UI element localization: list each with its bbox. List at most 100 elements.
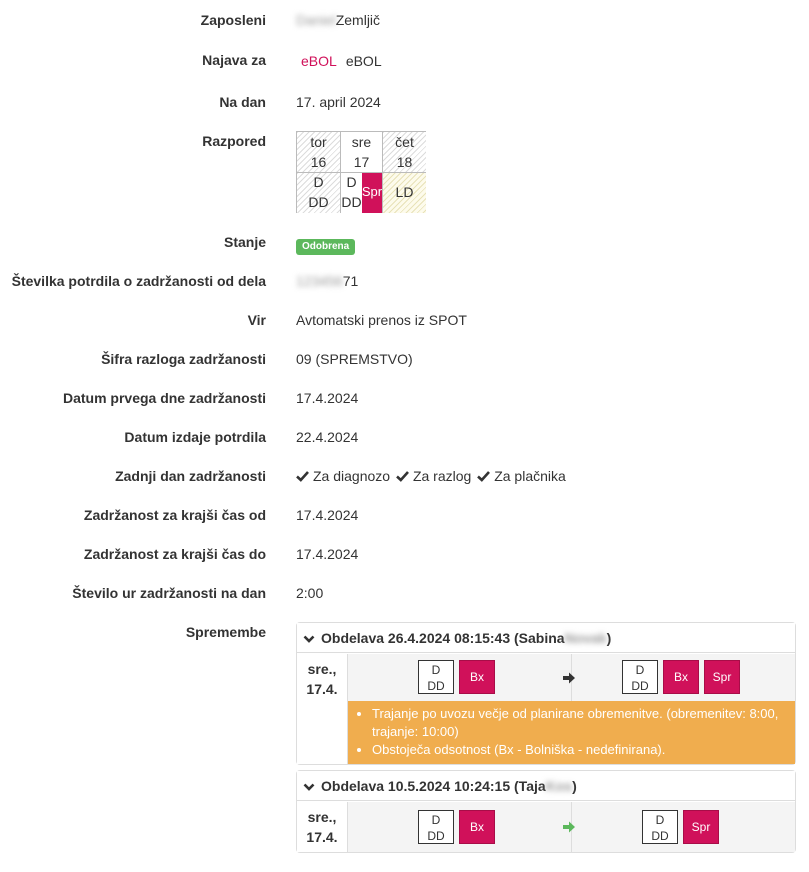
value-sifra: 09 (SPREMSTVO) — [296, 351, 413, 367]
label-datum-prvega: Datum prvega dne zadržanosti — [62, 390, 266, 406]
chevron-down-icon[interactable] — [303, 782, 315, 792]
change-title-redacted: Kos — [545, 778, 573, 794]
ebol-text: eBOL — [345, 53, 382, 69]
label-spremembe: Spremembe — [185, 624, 266, 640]
warning-item: Obstoječa odsotnost (Bx - Bolniška - ned… — [372, 741, 785, 759]
label-krajsi-od: Zadržanost za krajši čas od — [83, 507, 266, 523]
before-shift-line1: D — [431, 663, 441, 677]
after-tag: Spr — [683, 810, 719, 844]
change-title-suffix: ) — [572, 778, 577, 794]
schedule-day-name: sre — [351, 134, 372, 150]
before-shift-line2: DD — [427, 679, 445, 693]
change-day-date: 17.4. — [306, 681, 338, 697]
after-shift-line2: DD — [631, 679, 649, 693]
change-day-date: 17.4. — [306, 829, 338, 845]
change-day-name: sre., — [307, 809, 337, 825]
label-vir: Vir — [247, 312, 266, 328]
check-label: Za diagnozo — [313, 468, 391, 484]
value-krajsi-do: 17.4.2024 — [296, 546, 359, 562]
schedule-line1: LD — [395, 184, 414, 200]
label-razpored: Razpored — [202, 133, 266, 149]
label-na-dan: Na dan — [219, 94, 266, 110]
arrow-right-icon — [563, 672, 575, 684]
check-icon — [296, 471, 309, 482]
label-stevilka: Številka potrdila o zadržanosti od dela — [11, 273, 266, 289]
after-tag: Bx — [663, 660, 699, 694]
last-name: Zemljič — [335, 12, 381, 28]
after-shift: D DD — [642, 810, 678, 844]
value-najava: eBOL eBOL — [301, 53, 382, 69]
change-panel: Obdelava 10.5.2024 10:24:15 (TajaKos) sr… — [296, 770, 796, 853]
change-day-name: sre., — [307, 661, 337, 677]
check-label: Za plačnika — [494, 468, 566, 484]
before-tag: Bx — [459, 810, 495, 844]
check-label: Za razlog — [412, 468, 472, 484]
value-stanje: Odobrena — [296, 236, 356, 255]
after-tag: Spr — [704, 660, 740, 694]
schedule-shift-sre — [341, 173, 362, 213]
schedule-day-tor — [297, 132, 340, 172]
value-stevilka: 12345671 — [296, 273, 358, 289]
change-panel: Obdelava 26.4.2024 08:15:43 (SabinaNovak… — [296, 622, 796, 765]
schedule-day-name: čet — [395, 134, 414, 150]
before-shift-line2: DD — [427, 829, 445, 843]
label-zadnji-dan: Zadnji dan zadržanosti — [115, 468, 266, 484]
schedule-spr-tag — [362, 173, 382, 213]
schedule-shift-cet — [383, 173, 426, 213]
chevron-down-icon[interactable] — [303, 634, 315, 644]
before-shift: D DD — [418, 810, 454, 844]
before-shift-line1: D — [431, 813, 441, 827]
number-redacted: 123456 — [296, 273, 343, 289]
ebol-link[interactable]: eBOL — [301, 53, 337, 69]
schedule-line2: DD — [341, 194, 362, 210]
value-zaposleni: DanielZemljič — [296, 12, 380, 28]
warning-item: Trajanje po uvozu večje od planirane obr… — [372, 705, 785, 741]
schedule-line1: D — [313, 174, 324, 190]
schedule-line2: DD — [308, 194, 329, 210]
label-krajsi-do: Zadržanost za krajši čas do — [83, 546, 266, 562]
schedule-day-num: 16 — [310, 154, 327, 170]
label-zaposleni: Zaposleni — [200, 12, 266, 28]
schedule-day-num: 17 — [353, 154, 370, 170]
schedule-tag-label: Spr — [361, 184, 383, 199]
change-title: Obdelava 10.5.2024 10:24:15 (Taja — [321, 778, 546, 794]
value-datum-prvega: 17.4.2024 — [296, 390, 359, 406]
status-badge: Odobrena — [296, 239, 356, 255]
number-visible: 71 — [342, 273, 359, 289]
value-zadnji-dan: Za diagnozo Za razlog Za plačnika — [296, 468, 566, 484]
schedule-day-num: 18 — [396, 154, 413, 170]
schedule-grid: tor 16 D DD sre 17 D DD Spr čet 18 LD — [296, 131, 426, 213]
schedule-line1: D — [346, 174, 357, 190]
label-najava: Najava za — [202, 52, 266, 68]
arrow-right-icon — [563, 821, 575, 833]
check-icon — [396, 471, 409, 482]
label-ur-na-dan: Število ur zadržanosti na dan — [72, 585, 266, 601]
check-icon — [477, 471, 491, 482]
label-stanje: Stanje — [223, 234, 266, 250]
change-panel-header[interactable]: Obdelava 10.5.2024 10:24:15 (TajaKos) — [297, 771, 795, 801]
after-shift-line2: DD — [651, 829, 669, 843]
change-panel-body: sre., 17.4. D DD Bx D DD Bx Spr Trajanje… — [297, 654, 795, 764]
before-tag: Bx — [459, 660, 495, 694]
label-sifra: Šifra razloga zadržanosti — [101, 351, 266, 367]
value-na-dan: 17. april 2024 — [296, 94, 381, 110]
value-ur-na-dan: 2:00 — [296, 585, 324, 601]
change-panel-body: sre., 17.4. D DD Bx D DD Spr — [297, 802, 795, 852]
warning-box: Trajanje po uvozu večje od planirane obr… — [348, 701, 795, 764]
after-shift-line1: D — [655, 813, 665, 827]
change-day: sre., 17.4. — [297, 802, 348, 852]
schedule-day-cet — [383, 132, 426, 172]
after-shift: D DD — [622, 660, 658, 694]
value-krajsi-od: 17.4.2024 — [296, 507, 359, 523]
first-name-redacted: Daniel — [296, 12, 336, 28]
value-datum-izdaje: 22.4.2024 — [296, 429, 359, 445]
schedule-day-name: tor — [310, 134, 327, 150]
schedule-shift-tor — [297, 173, 340, 213]
change-day: sre., 17.4. — [297, 654, 348, 764]
before-shift: D DD — [418, 660, 454, 694]
after-shift-line1: D — [635, 663, 645, 677]
change-title-redacted: Novak — [564, 630, 607, 646]
change-title: Obdelava 26.4.2024 08:15:43 (Sabina — [321, 630, 565, 646]
change-panel-header[interactable]: Obdelava 26.4.2024 08:15:43 (SabinaNovak… — [297, 623, 795, 653]
value-vir: Avtomatski prenos iz SPOT — [296, 312, 467, 328]
